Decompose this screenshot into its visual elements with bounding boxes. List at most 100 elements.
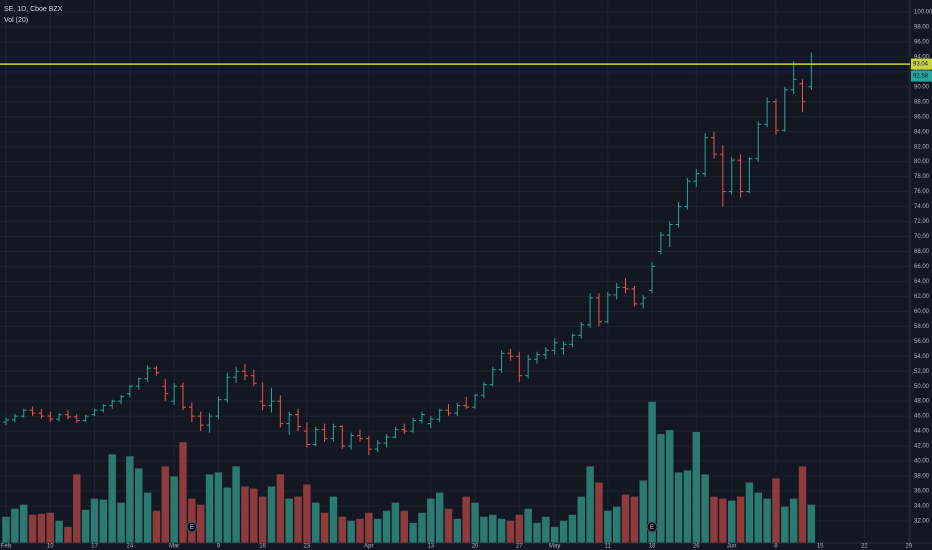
volume-bar [223, 487, 231, 543]
volume-bar [391, 502, 400, 543]
price-badge-label: 93.04 [913, 62, 929, 68]
volume-bar [550, 526, 559, 543]
x-tick-label: 17 [91, 544, 98, 550]
y-tick-label: 86.00 [914, 114, 930, 120]
y-tick-label: 52.00 [914, 369, 930, 375]
y-tick-label: 76.00 [914, 189, 930, 195]
volume-bar [285, 498, 293, 543]
y-tick-label: 80.00 [914, 159, 930, 165]
volume-bar [46, 512, 54, 543]
volume-bar [489, 514, 497, 543]
volume-bar [258, 496, 267, 543]
y-tick-label: 42.00 [914, 444, 930, 450]
volume-bar [152, 510, 161, 543]
y-tick-label: 50.00 [914, 384, 930, 390]
y-tick-label: 82.00 [914, 144, 930, 150]
x-tick-label: 13 [427, 544, 434, 550]
volume-bar [612, 506, 621, 543]
x-tick-label: 22 [861, 544, 868, 550]
volume-bar [542, 516, 550, 543]
y-tick-label: 94.00 [914, 54, 930, 60]
y-tick-label: 62.00 [914, 294, 930, 300]
y-tick-label: 44.00 [914, 429, 930, 435]
volume-bar [719, 498, 727, 543]
volume-bar [586, 466, 594, 543]
y-tick-label: 72.00 [914, 219, 930, 225]
volume-bar [595, 482, 603, 543]
volume-bar [382, 510, 391, 543]
x-tick-label: 27 [516, 544, 523, 550]
volume-bar [657, 434, 665, 543]
x-tick-label: Feb [1, 544, 12, 550]
volume-bar [73, 474, 81, 543]
volume-bar [568, 514, 577, 543]
y-tick-label: 38.00 [914, 474, 930, 480]
y-tick-label: 96.00 [914, 39, 930, 45]
earnings-label: E [650, 525, 654, 531]
y-tick-label: 100.00 [914, 10, 932, 16]
volume-bar [497, 518, 506, 543]
x-tick-label: 26 [693, 544, 700, 550]
volume-bar [683, 470, 692, 543]
y-tick-label: 48.00 [914, 399, 930, 405]
volume-bar [2, 516, 10, 543]
y-tick-label: 46.00 [914, 414, 930, 420]
y-tick-label: 66.00 [914, 264, 930, 270]
volume-bar [179, 442, 187, 543]
volume-bar [630, 496, 639, 543]
volume-bar [577, 496, 585, 543]
y-tick-label: 78.00 [914, 174, 930, 180]
volume-bar [710, 496, 718, 543]
volume-bar [365, 512, 373, 543]
volume-bar [117, 502, 125, 543]
y-tick-label: 90.00 [914, 84, 930, 90]
price-badge [911, 70, 932, 82]
volume-bar [99, 499, 108, 543]
x-tick-label: Jun [727, 544, 737, 550]
volume-bar [444, 508, 453, 543]
volume-bar [559, 520, 568, 543]
x-tick-label: 16 [259, 544, 266, 550]
volume-bar [373, 518, 382, 543]
volume-bar [338, 516, 347, 543]
volume-bar [205, 474, 214, 543]
volume-bar [480, 516, 488, 543]
x-tick-label: 18 [649, 544, 656, 550]
volume-bar [639, 480, 647, 543]
y-tick-label: 56.00 [914, 339, 930, 345]
volume-bar [453, 518, 462, 543]
volume-bar [267, 486, 276, 543]
volume-bar [604, 510, 612, 543]
y-tick-label: 36.00 [914, 489, 930, 495]
y-tick-label: 54.00 [914, 354, 930, 360]
volume-bar [798, 466, 807, 543]
volume-bar [90, 498, 99, 543]
y-tick-label: 60.00 [914, 309, 930, 315]
volume-bar [170, 476, 178, 543]
earnings-marker [646, 521, 658, 533]
volume-bar [471, 502, 479, 543]
volume-bar [418, 512, 426, 543]
volume-bar [807, 504, 816, 543]
earnings-label: E [190, 525, 194, 531]
volume-bar [196, 504, 205, 543]
x-tick-label: 8 [774, 544, 778, 550]
y-tick-label: 32.00 [914, 518, 930, 524]
symbol-legend: SE, 1D, Cboe BZX [4, 6, 63, 13]
y-tick-label: 68.00 [914, 249, 930, 255]
y-tick-label: 84.00 [914, 129, 930, 135]
volume-bar [727, 500, 736, 543]
volume-bar [55, 520, 63, 543]
earnings-marker [186, 521, 198, 533]
volume-bar [648, 401, 656, 543]
x-tick-label: 20 [472, 544, 479, 550]
volume-bar [214, 472, 223, 543]
volume-bar [126, 456, 134, 543]
volume-bar [276, 474, 285, 543]
volume-pane [2, 401, 816, 543]
volume-bar [320, 512, 329, 543]
volume-bar [356, 518, 364, 543]
y-tick-label: 40.00 [914, 459, 930, 465]
